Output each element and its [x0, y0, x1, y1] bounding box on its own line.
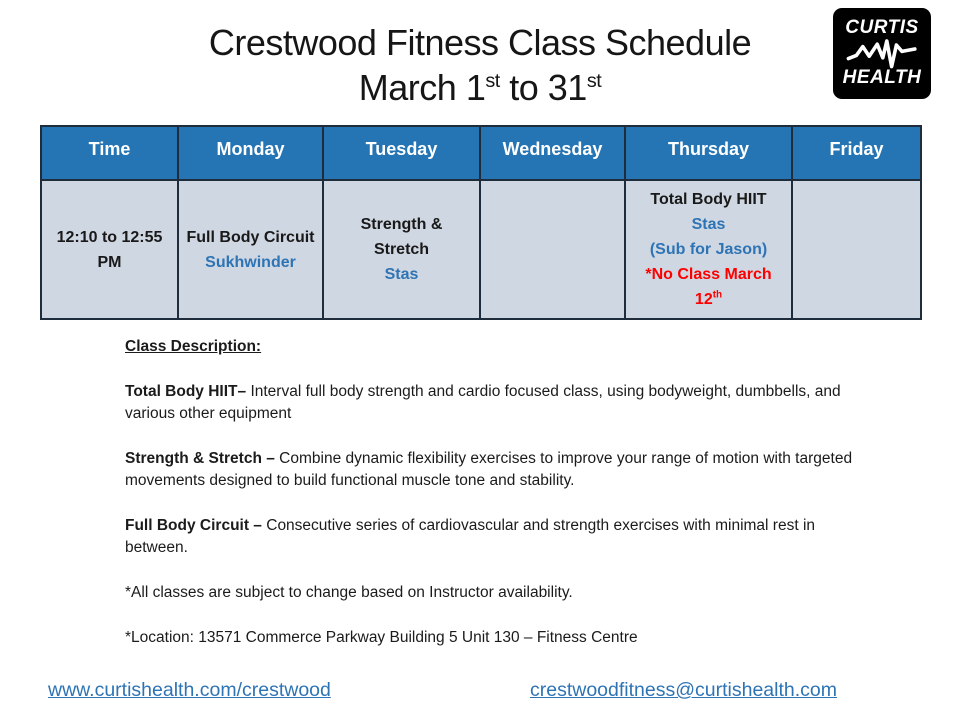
class-name: Strength & Stretch — [360, 216, 443, 258]
no-class-notice-line1: *No Class March — [645, 266, 772, 283]
header-monday: Monday — [177, 125, 324, 181]
schedule-row: 12:10 to 12:55 PM Full Body Circuit Sukh… — [40, 179, 922, 320]
instructor-name: Sukhwinder — [205, 253, 296, 271]
cell-wednesday — [479, 179, 626, 320]
no-class-notice-line2: 12th — [694, 289, 723, 308]
heartbeat-ekg-icon — [846, 39, 917, 69]
cell-time: 12:10 to 12:55 PM — [40, 179, 179, 320]
class-description-section: Class Description: Total Body HIIT– Inte… — [125, 336, 873, 672]
schedule-table: Time Monday Tuesday Wednesday Thursday F… — [40, 125, 922, 320]
location-note: *Location: 13571 Commerce Parkway Buildi… — [125, 629, 638, 646]
email-link[interactable]: crestwoodfitness@curtishealth.com — [530, 679, 838, 701]
logo-word-bottom: HEALTH — [842, 67, 922, 88]
class-name: Full Body Circuit — [186, 228, 315, 246]
curtis-health-logo: CURTIS HEALTH — [833, 8, 931, 99]
page-title-line1: Crestwood Fitness Class Schedule — [208, 22, 752, 63]
description-full-body-circuit: Full Body Circuit – Consecutive series o… — [125, 517, 816, 556]
substitute-note: (Sub for Jason) — [649, 241, 768, 258]
class-description-heading: Class Description: — [125, 338, 262, 355]
header-wednesday: Wednesday — [479, 125, 626, 181]
page-title-line2: March 1st to 31st — [358, 67, 602, 108]
instructor-name: Stas — [384, 266, 419, 283]
header-friday: Friday — [791, 125, 922, 181]
description-strength-stretch: Strength & Stretch – Combine dynamic fle… — [125, 450, 853, 489]
cell-thursday: Total Body HIIT Stas (Sub for Jason) *No… — [624, 179, 793, 320]
description-total-body-hiit: Total Body HIIT– Interval full body stre… — [125, 383, 841, 422]
header-time: Time — [40, 125, 179, 181]
page-title: Crestwood Fitness Class Schedule March 1… — [0, 20, 960, 110]
schedule-header-row: Time Monday Tuesday Wednesday Thursday F… — [40, 125, 922, 181]
logo-word-top: CURTIS — [845, 17, 919, 38]
cell-friday — [791, 179, 922, 320]
cell-monday: Full Body Circuit Sukhwinder — [177, 179, 324, 320]
time-range: 12:10 to 12:55 PM — [56, 228, 163, 271]
superscript-st: st — [586, 70, 602, 92]
superscript-st: st — [485, 70, 500, 92]
cell-tuesday: Strength & Stretch Stas — [322, 179, 481, 320]
availability-note: *All classes are subject to change based… — [125, 584, 573, 601]
header-tuesday: Tuesday — [322, 125, 481, 181]
instructor-name: Stas — [691, 216, 726, 233]
website-link[interactable]: www.curtishealth.com/crestwood — [48, 679, 331, 701]
class-name: Total Body HIIT — [650, 191, 767, 208]
superscript-th: th — [712, 289, 723, 301]
header-thursday: Thursday — [624, 125, 793, 181]
